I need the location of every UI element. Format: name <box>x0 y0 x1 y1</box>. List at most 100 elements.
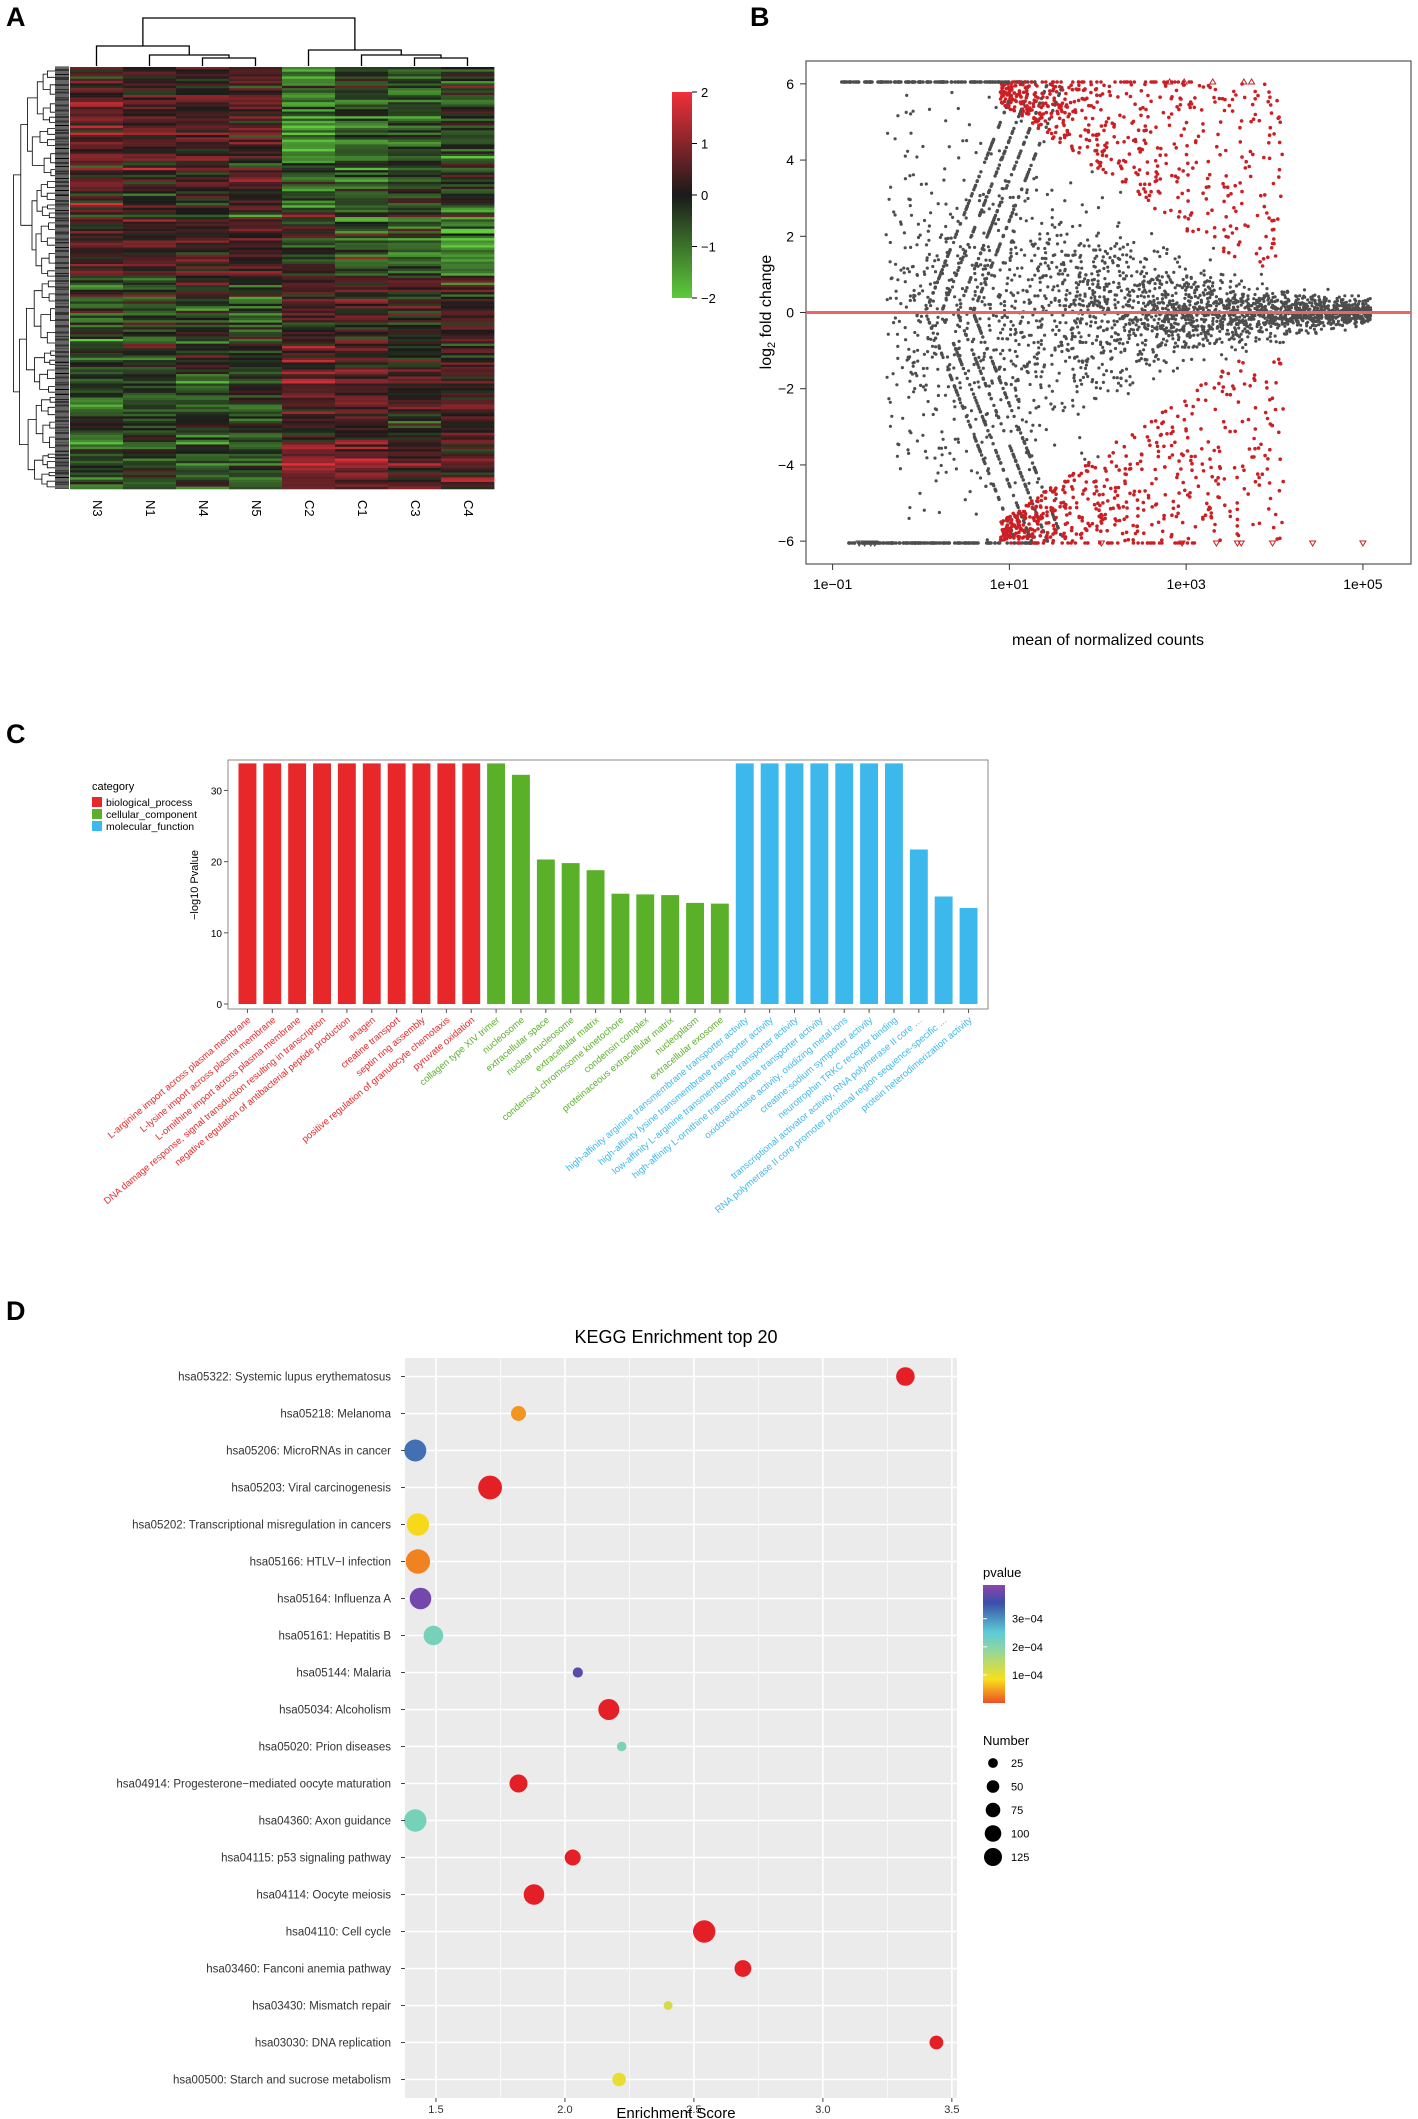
ma-point <box>1208 258 1212 262</box>
heatmap-cell <box>441 191 495 194</box>
ma-point <box>1244 342 1248 347</box>
ma-point <box>894 296 898 300</box>
heatmap-cell <box>123 463 177 466</box>
ma-point <box>1304 304 1308 308</box>
heatmap-cell <box>282 90 336 94</box>
heatmap-cell <box>441 95 495 98</box>
heatmap-cell <box>123 233 177 237</box>
heatmap-cell <box>282 170 336 173</box>
ma-point <box>1314 324 1318 328</box>
ma-point <box>1160 282 1164 286</box>
ma-point <box>1217 302 1221 306</box>
heatmap-cell <box>441 228 495 232</box>
heatmap-cell <box>229 421 283 424</box>
ma-point <box>922 413 926 417</box>
ma-point <box>1119 384 1123 388</box>
ma-point <box>912 350 916 354</box>
ma-point <box>1084 210 1088 214</box>
ma-point <box>958 381 962 385</box>
heatmap-cell <box>70 460 124 464</box>
ma-point <box>1002 152 1006 156</box>
ma-point <box>1032 177 1036 181</box>
dendrogram-branch <box>46 480 55 488</box>
heatmap-cell <box>335 416 389 419</box>
ma-point <box>1313 319 1317 323</box>
ma-point <box>952 366 956 370</box>
ma-point <box>1247 287 1251 291</box>
ma-point <box>999 422 1003 426</box>
ma-point <box>939 463 943 468</box>
heatmap-cell <box>229 463 283 466</box>
heatmap-cell <box>441 411 495 415</box>
ma-point <box>1201 337 1205 341</box>
ma-point <box>1065 288 1069 293</box>
ma-point <box>1232 313 1236 317</box>
heatmap-cell <box>335 205 389 208</box>
ma-point <box>964 216 968 220</box>
heatmap-cell <box>176 247 230 251</box>
heatmap-cell <box>388 142 442 145</box>
heatmap-cell <box>441 102 495 105</box>
heatmap-cell <box>335 254 389 258</box>
ma-point <box>1041 274 1046 278</box>
ma-point <box>925 266 929 270</box>
ma-point <box>908 204 912 208</box>
heatmap-cell <box>282 158 336 162</box>
ma-point <box>1073 335 1077 339</box>
ma-point <box>1100 362 1104 366</box>
heatmap-cell <box>123 92 177 96</box>
ma-point <box>991 424 995 428</box>
ma-point <box>973 437 977 441</box>
heatmap-cell <box>70 78 124 82</box>
ma-point <box>1177 255 1181 259</box>
ma-point <box>1019 119 1023 123</box>
ma-point <box>979 340 983 344</box>
ma-point <box>1018 151 1022 156</box>
ma-point <box>929 304 933 308</box>
heatmap-cell <box>176 69 230 72</box>
heatmap-cell <box>282 456 336 459</box>
heatmap-cell <box>388 390 442 394</box>
heatmap-cell <box>123 224 177 227</box>
ma-point <box>893 316 898 320</box>
heatmap-cell <box>70 240 124 244</box>
ma-point <box>1153 267 1157 271</box>
ma-point <box>1078 271 1082 275</box>
ma-point <box>933 270 938 274</box>
heatmap-cell <box>282 111 336 115</box>
heatmap-cell <box>282 259 336 262</box>
ma-point <box>956 440 961 444</box>
ma-point <box>886 131 890 135</box>
heatmap-cell <box>282 369 336 373</box>
ma-point <box>956 106 960 111</box>
ma-point <box>1052 285 1056 289</box>
heatmap-cell <box>123 127 177 131</box>
ma-point <box>1237 326 1241 330</box>
heatmap-cell <box>176 102 230 105</box>
ma-point <box>1086 282 1090 286</box>
ma-point <box>1139 357 1143 361</box>
heatmap-cell <box>282 95 336 98</box>
heatmap-cell <box>123 137 177 140</box>
ma-point <box>963 289 968 293</box>
ma-point <box>1014 330 1018 335</box>
heatmap-cell <box>441 446 495 450</box>
ma-point <box>1133 317 1137 321</box>
heatmap-cell <box>282 390 336 394</box>
ma-point <box>1071 404 1075 408</box>
heatmap-cell <box>441 343 495 347</box>
heatmap-cell <box>388 245 442 248</box>
ma-point <box>966 419 970 423</box>
ma-point <box>1096 285 1100 289</box>
dendrogram-branch <box>26 308 35 371</box>
ma-point <box>978 450 983 454</box>
ma-point <box>1124 379 1128 383</box>
heatmap-cell <box>229 184 283 187</box>
heatmap-cell <box>388 123 442 126</box>
heatmap-cell <box>176 397 230 401</box>
heatmap-cell <box>388 191 442 194</box>
ma-point <box>1174 291 1178 295</box>
heatmap-cell <box>441 477 495 480</box>
ma-point <box>909 112 913 116</box>
ma-point <box>908 429 912 433</box>
